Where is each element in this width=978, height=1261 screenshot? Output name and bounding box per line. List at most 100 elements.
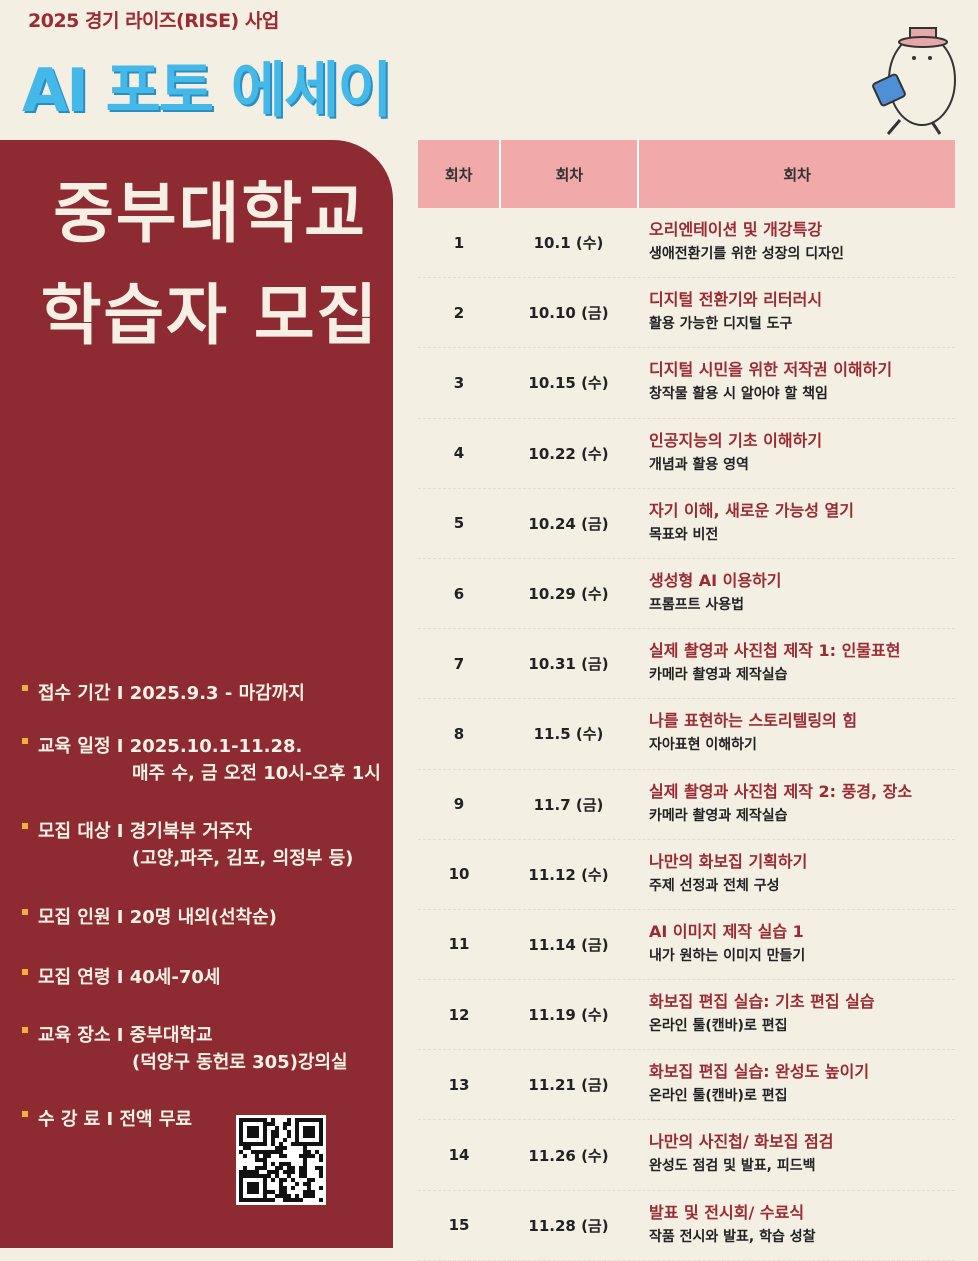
table-row: 4 10.22 (수) 인공지능의 기초 이해하기 개념과 활용 영역: [418, 419, 955, 489]
qr-module: [239, 1150, 243, 1154]
column-header: 회차: [501, 140, 640, 208]
qr-module: [319, 1154, 323, 1158]
qr-module: [271, 1134, 275, 1138]
qr-module: [263, 1190, 267, 1194]
session-topic: 디지털 전환기와 리터러시 활용 가능한 디지털 도구: [637, 278, 955, 347]
qr-module: [291, 1186, 295, 1190]
qr-module: [283, 1190, 287, 1194]
qr-module: [307, 1130, 311, 1134]
qr-module: [259, 1150, 263, 1154]
qr-module: [255, 1154, 259, 1158]
qr-module: [263, 1142, 267, 1146]
topic-subtitle: 카메라 촬영과 제작실습: [649, 667, 788, 684]
qr-module: [263, 1118, 267, 1122]
qr-module: [311, 1118, 315, 1122]
topic-title: 화보집 편집 실습: 완성도 높이기: [649, 1062, 870, 1082]
qr-module: [303, 1194, 307, 1198]
title: AI 포토 에세이: [22, 56, 393, 126]
qr-module: [271, 1118, 275, 1122]
bullet: [22, 685, 28, 691]
qr-module: [271, 1130, 275, 1134]
session-topic: 발표 및 전시회/ 수료식 작품 전시와 발표, 학습 성찰: [637, 1191, 955, 1260]
qr-module: [247, 1130, 251, 1134]
qr-module: [263, 1154, 267, 1158]
qr-module: [247, 1170, 251, 1174]
qr-module: [239, 1142, 243, 1146]
session-number: 10: [448, 865, 470, 884]
qr-module: [243, 1142, 247, 1146]
session-number: 13: [448, 1075, 470, 1094]
session-topic: 자기 이해, 새로운 가능성 열기 목표와 비전: [637, 489, 955, 558]
topic-subtitle: 온라인 툴(캔바)로 편집: [649, 1018, 788, 1035]
qr-code: [236, 1115, 326, 1205]
qr-module: [315, 1142, 319, 1146]
qr-module: [299, 1118, 303, 1122]
info-item: 수 강 료 I 전액 무료: [22, 1106, 192, 1133]
bullet: [22, 823, 28, 829]
topic-subtitle: 개념과 활용 영역: [649, 456, 749, 473]
session-date: 11.26 (수): [528, 1146, 609, 1165]
qr-module: [295, 1118, 299, 1122]
session-number: 5: [453, 514, 465, 533]
session-number: 8: [453, 724, 465, 743]
qr-module: [263, 1182, 267, 1186]
qr-module: [307, 1142, 311, 1146]
qr-module: [243, 1166, 247, 1170]
qr-module: [243, 1146, 247, 1150]
topic-title: 디지털 시민을 위한 저작권 이해하기: [649, 360, 893, 380]
session-date: 10.31 (금): [528, 655, 609, 674]
qr-module: [307, 1190, 311, 1194]
qr-module: [255, 1198, 259, 1202]
qr-module: [283, 1162, 287, 1166]
info-line: 교육 장소 I 중부대학교: [22, 1022, 348, 1049]
qr-module: [263, 1158, 267, 1162]
left-panel: [0, 140, 393, 1248]
qr-module: [319, 1122, 323, 1126]
qr-module: [263, 1198, 267, 1202]
info-item: 교육 장소 I 중부대학교 (덕양구 동헌로 305)강의실: [22, 1022, 348, 1076]
topic-title: 자기 이해, 새로운 가능성 열기: [649, 500, 854, 520]
qr-module: [303, 1162, 307, 1166]
qr-module: [291, 1198, 295, 1202]
qr-module: [307, 1182, 311, 1186]
qr-module: [319, 1130, 323, 1134]
qr-module: [247, 1186, 251, 1190]
topic-subtitle: 온라인 툴(캔바)로 편집: [649, 1088, 788, 1105]
info-text: 교육 일정 I 2025.10.1-11.28.: [38, 736, 303, 757]
bullet: [22, 969, 28, 975]
qr-module: [271, 1138, 275, 1142]
qr-module: [299, 1142, 303, 1146]
qr-module: [267, 1154, 271, 1158]
qr-module: [263, 1166, 267, 1170]
qr-module: [255, 1130, 259, 1134]
qr-module: [279, 1142, 283, 1146]
table-row: 12 11.19 (수) 화보집 편집 실습: 기초 편집 실습 온라인 툴(캔바)로…: [418, 980, 955, 1051]
qr-module: [319, 1174, 323, 1178]
qr-module: [307, 1178, 311, 1182]
qr-module: [311, 1134, 315, 1138]
qr-module: [251, 1134, 255, 1138]
qr-module: [251, 1130, 255, 1134]
topic-title: 디지털 전환기와 리터러시: [649, 290, 823, 310]
qr-module: [287, 1162, 291, 1166]
qr-module: [255, 1142, 259, 1146]
info-text: (고양,파주, 김포, 의정부 등): [132, 848, 354, 869]
info-item: 교육 일정 I 2025.10.1-11.28. 매주 수, 금 오전 10시-오…: [22, 733, 381, 787]
qr-module: [255, 1190, 259, 1194]
qr-module: [243, 1154, 247, 1158]
qr-module: [271, 1198, 275, 1202]
qr-module: [259, 1142, 263, 1146]
qr-module: [307, 1134, 311, 1138]
info-text: 모집 연령 I 40세-70세: [38, 967, 221, 988]
table-row: 5 10.24 (금) 자기 이해, 새로운 가능성 열기 목표와 비전: [418, 489, 955, 559]
table-row: 15 11.28 (금) 발표 및 전시회/ 수료식 작품 전시와 발표, 학습 성찰: [418, 1191, 955, 1261]
qr-module: [295, 1130, 299, 1134]
table-row: 9 11.7 (금) 실제 촬영과 사진첩 제작 2: 풍경, 장소 카메라 촬영과 …: [418, 770, 955, 840]
session-topic: 오리엔테이션 및 개강특강 생애전환기를 위한 성장의 디자인: [637, 208, 955, 277]
session-topic: 실제 촬영과 사진첩 제작 2: 풍경, 장소 카메라 촬영과 제작실습: [637, 770, 955, 839]
qr-module: [263, 1138, 267, 1142]
session-date: 11.19 (수): [528, 1006, 609, 1025]
qr-module: [311, 1126, 315, 1130]
qr-module: [243, 1170, 247, 1174]
session-date: 10.15 (수): [528, 374, 609, 393]
